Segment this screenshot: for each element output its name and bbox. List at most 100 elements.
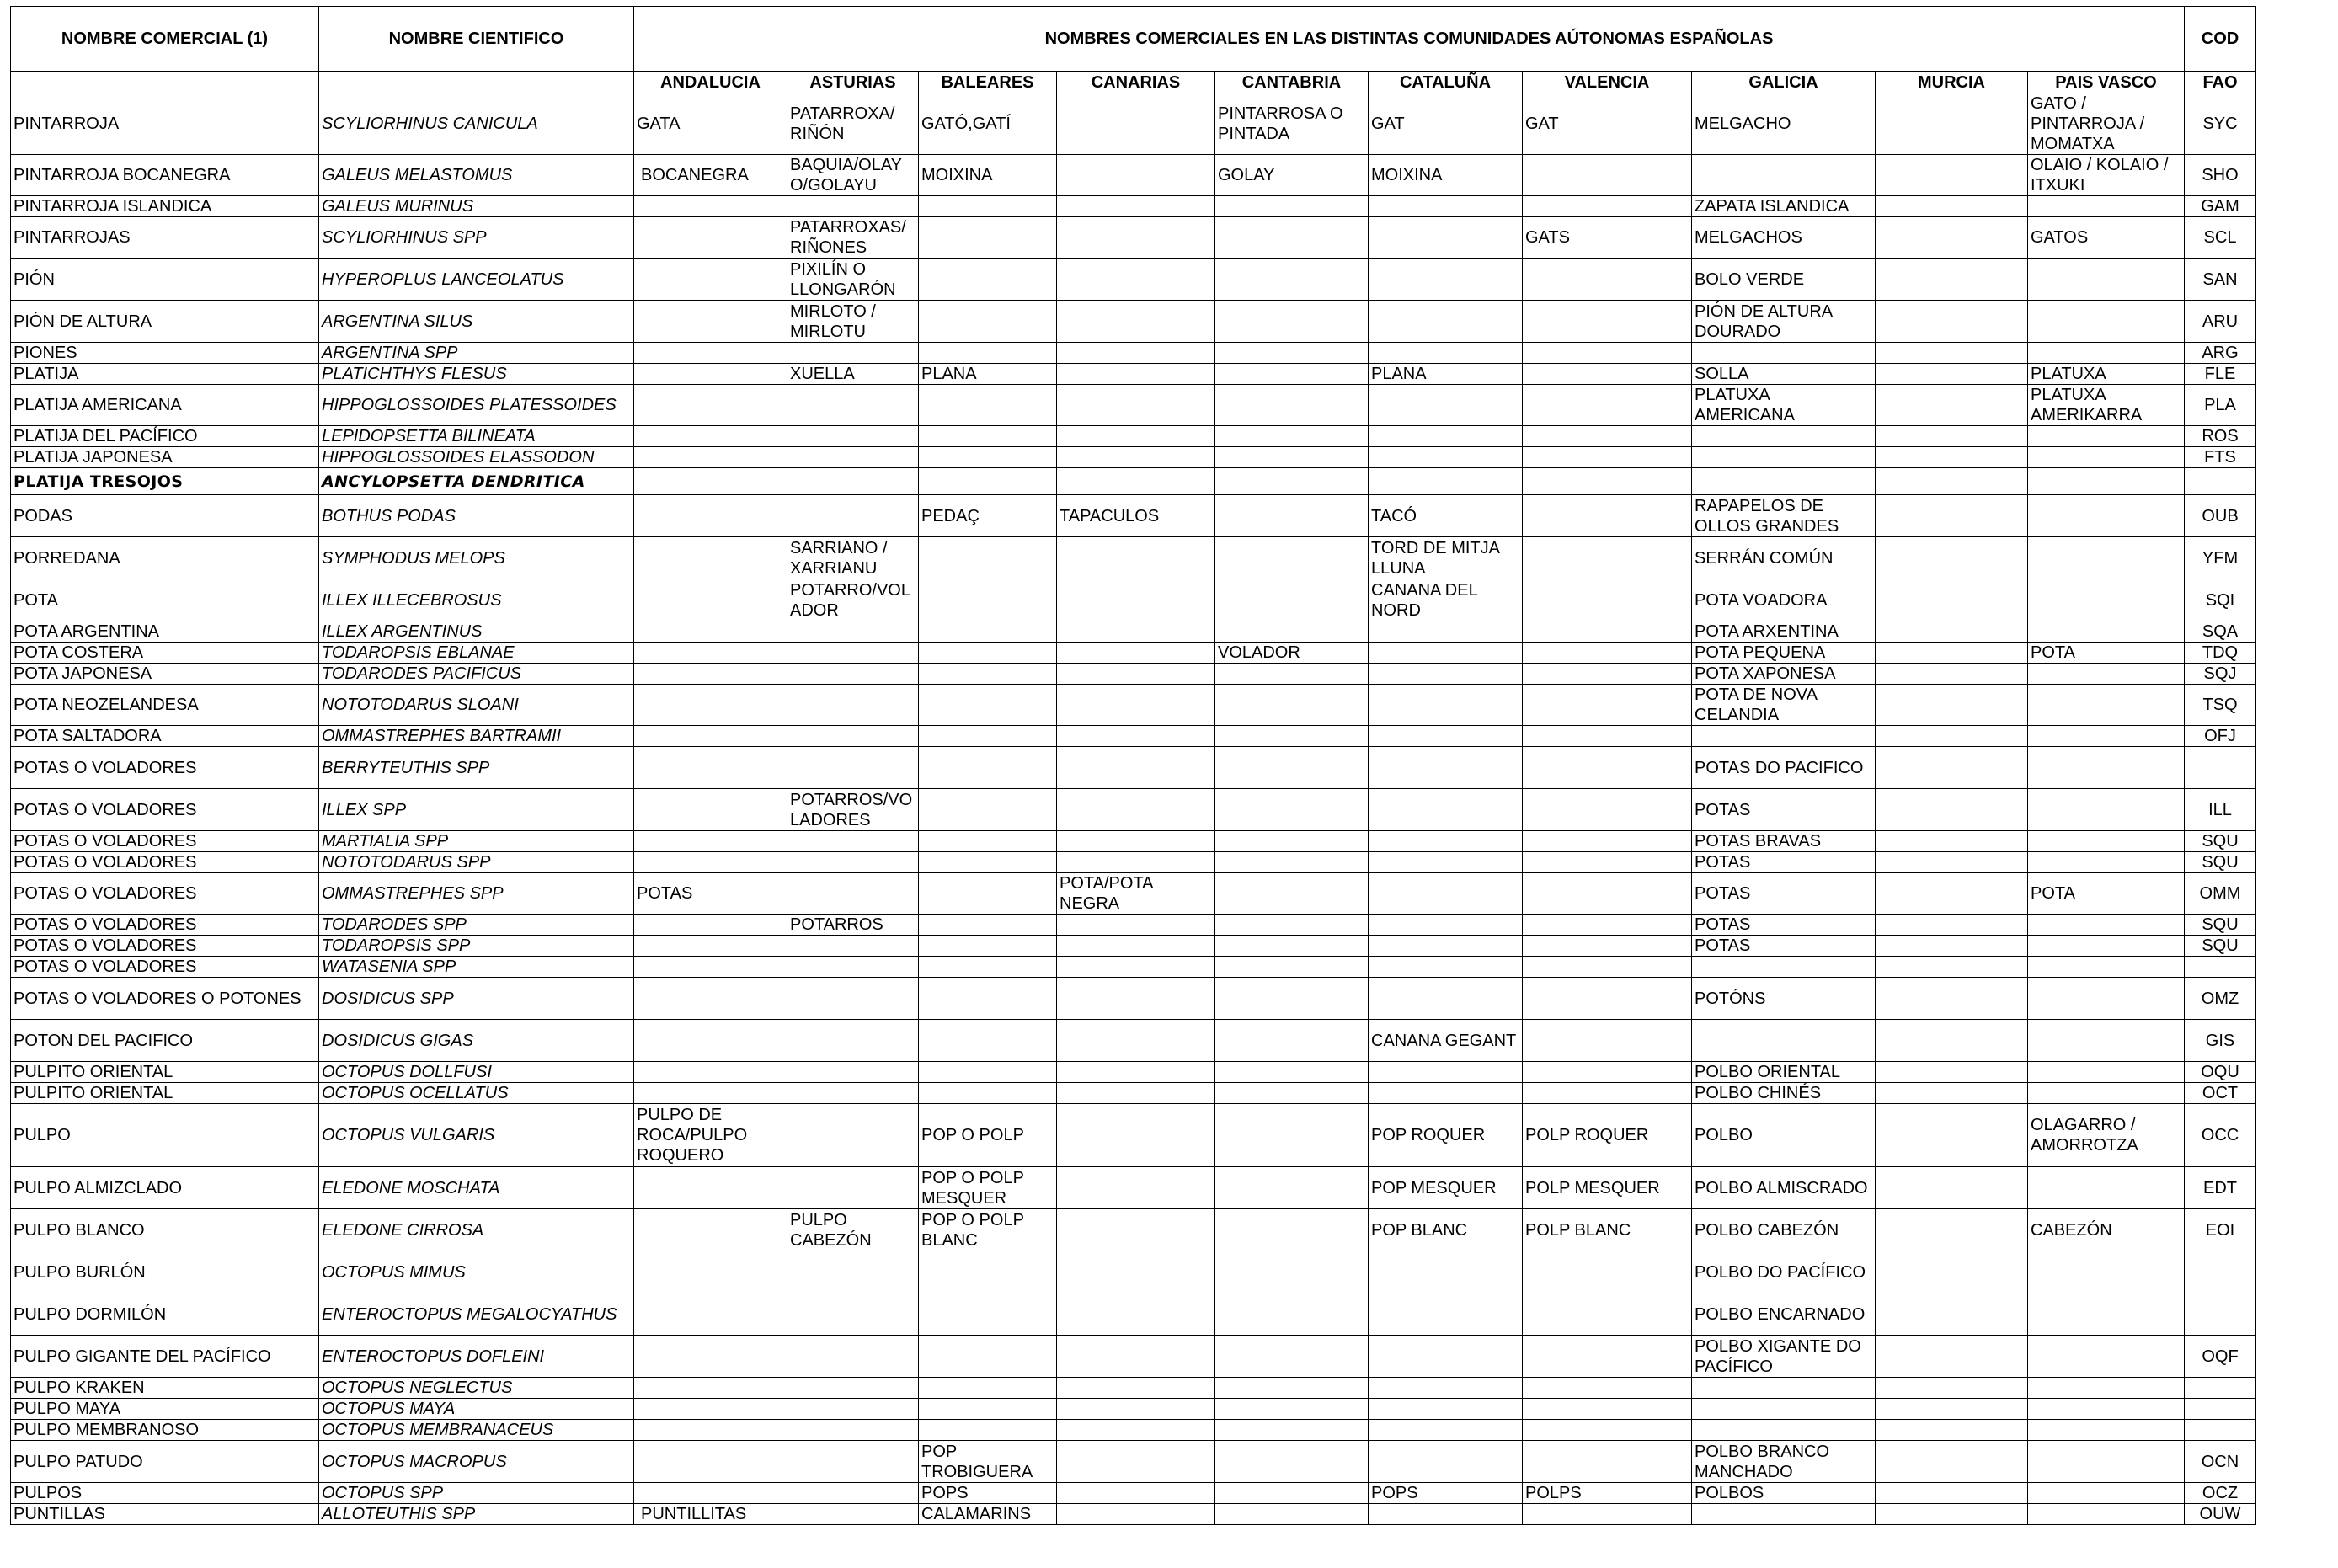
table-row: PIÓN DE ALTURA ARGENTINA SILUS MIRLOTO / M… [10,300,2256,343]
region-cell-pais-vasco [2027,788,2185,831]
region-cell-valencia: GAT [1522,93,1692,155]
table-row: POTAS O VOLADORES BERRYTEUTHIS SPP POTAS D… [10,746,2256,789]
commercial-name-cell: POTAS O VOLADORES O POTONES [10,977,319,1020]
region-cell-cataluna: CANANA DEL NORD [1368,579,1523,621]
scientific-name-cell: OCTOPUS SPP [318,1482,634,1504]
fao-code-cell: PLA [2184,384,2256,426]
region-cell-cantabria [1214,384,1369,426]
fao-code-cell: OCN [2184,1440,2256,1483]
region-cell-asturias: POTARROS [787,914,919,936]
table-row: PLATIJA TRESOJOS ANCYLOPSETTA DENDRITICA [10,467,2256,495]
region-cell-pais-vasco [2027,830,2185,852]
region-cell-cantabria [1214,536,1369,579]
region-cell-andalucia [633,914,787,936]
region-cell-canarias [1056,1208,1215,1251]
region-cell-canarias [1056,195,1215,217]
table-row: PULPO ALMIZCLADO ELEDONE MOSCHATA POP O PO… [10,1166,2256,1209]
region-cell-cantabria [1214,446,1369,468]
region-cell-cantabria [1214,1398,1369,1420]
fao-code-cell: SHO [2184,154,2256,196]
region-cell-canarias [1056,467,1215,495]
commercial-name-cell: PULPO BURLÓN [10,1251,319,1293]
region-cell-asturias [787,1482,919,1504]
region-cell-baleares [918,914,1057,936]
region-cell-baleares: MOIXINA [918,154,1057,196]
region-cell-asturias [787,1293,919,1336]
commercial-name-cell: PULPO PATUDO [10,1440,319,1483]
table-row: PULPITO ORIENTAL OCTOPUS DOLLFUSI POLBO OR… [10,1061,2256,1083]
region-cell-asturias: POTARROS/VO LADORES [787,788,919,831]
region-cell-asturias [787,467,919,495]
region-cell-cantabria [1214,725,1369,747]
region-cell-cataluna [1368,746,1523,789]
table-row: POTA JAPONESA TODARODES PACIFICUS POTA XAP… [10,663,2256,685]
region-cell-cataluna [1368,977,1523,1020]
table-row: POTA COSTERA TODAROPSIS EBLANAE VOLADOR POT… [10,642,2256,664]
table-row: PORREDANA SYMPHODUS MELOPS SARRIANO / XARR… [10,536,2256,579]
region-cell-cataluna [1368,725,1523,747]
region-cell-baleares: POP TROBIGUERA [918,1440,1057,1483]
commercial-name-cell: POTAS O VOLADORES [10,956,319,978]
region-cell-cataluna [1368,872,1523,915]
table-row: PINTARROJA BOCANEGRA GALEUS MELASTOMUS BOC… [10,154,2256,196]
region-cell-canarias [1056,663,1215,685]
fao-code-cell: ROS [2184,425,2256,447]
region-cell-asturias: PATARROXA/ RIÑÓN [787,93,919,155]
region-cell-canarias [1056,154,1215,196]
region-cell-pais-vasco [2027,1482,2185,1504]
region-cell-galicia [1691,342,1876,364]
table-row: PLATIJA PLATICHTHYS FLESUS XUELLA PLANA PLAN… [10,363,2256,385]
fao-code-cell [2184,1377,2256,1399]
region-cell-galicia: POTÓNS [1691,977,1876,1020]
region-cell-galicia: ZAPATA ISLANDICA [1691,195,1876,217]
table-row: PULPOS OCTOPUS SPP POPS POPS POLPS POLBOS OCZ [10,1482,2256,1504]
region-header-valencia: VALENCIA [1522,71,1692,93]
region-cell-cataluna [1368,1503,1523,1525]
region-cell-baleares [918,621,1057,643]
region-cell-baleares [918,1293,1057,1336]
region-cell-galicia: POLBO DO PACÍFICO [1691,1251,1876,1293]
fao-code-cell: SAN [2184,258,2256,301]
region-cell-asturias [787,1377,919,1399]
region-cell-pais-vasco [2027,746,2185,789]
region-cell-andalucia [633,621,787,643]
region-cell-baleares [918,1082,1057,1104]
region-cell-galicia: SERRÁN COMÚN [1691,536,1876,579]
scientific-name-cell: ARGENTINA SILUS [318,300,634,343]
region-cell-cantabria [1214,1377,1369,1399]
region-cell-murcia [1875,1398,2028,1420]
region-cell-cantabria [1214,363,1369,385]
region-cell-murcia [1875,684,2028,726]
fao-code-cell: GIS [2184,1019,2256,1062]
region-cell-canarias [1056,1166,1215,1209]
region-cell-baleares [918,642,1057,664]
region-cell-baleares [918,342,1057,364]
table-row: PULPO DORMILÓN ENTEROCTOPUS MEGALOCYATHUS… [10,1293,2256,1336]
region-cell-murcia [1875,446,2028,468]
region-cell-andalucia: BOCANEGRA [633,154,787,196]
region-cell-galicia: POTA DE NOVA CELANDIA [1691,684,1876,726]
region-cell-andalucia [633,642,787,664]
region-cell-cataluna [1368,1251,1523,1293]
scientific-name-cell: ALLOTEUTHIS SPP [318,1503,634,1525]
region-cell-galicia: POTA PEQUENA [1691,642,1876,664]
region-cell-murcia [1875,93,2028,155]
commercial-name-cell: PIÓN [10,258,319,301]
region-cell-cantabria: PINTARROSA O PINTADA [1214,93,1369,155]
region-cell-cataluna: POP ROQUER [1368,1103,1523,1167]
region-cell-cataluna [1368,300,1523,343]
commercial-name-cell: POTAS O VOLADORES [10,830,319,852]
commercial-name-cell: PUNTILLAS [10,1503,319,1525]
region-cell-baleares [918,830,1057,852]
region-cell-cantabria: VOLADOR [1214,642,1369,664]
region-cell-galicia: POLBOS [1691,1482,1876,1504]
region-cell-murcia [1875,363,2028,385]
commercial-name-cell: POTA SALTADORA [10,725,319,747]
region-cell-murcia [1875,1377,2028,1399]
region-cell-andalucia [633,467,787,495]
region-cell-valencia [1522,872,1692,915]
region-cell-baleares [918,216,1057,259]
scientific-name-cell: TODAROPSIS SPP [318,935,634,957]
scientific-name-cell: ENTEROCTOPUS MEGALOCYATHUS [318,1293,634,1336]
scientific-name-cell: OCTOPUS NEGLECTUS [318,1377,634,1399]
